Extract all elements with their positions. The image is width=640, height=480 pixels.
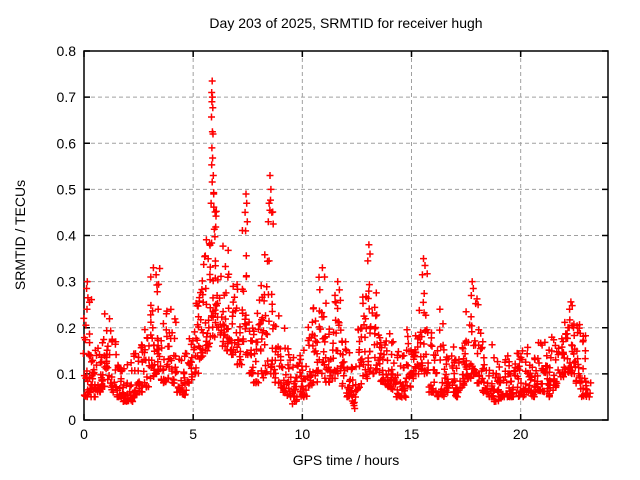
x-axis-title: GPS time / hours — [292, 452, 400, 468]
scatter-points — [79, 77, 595, 412]
y-tick-label: 0.1 — [57, 366, 77, 382]
y-tick-label: 0.2 — [57, 320, 77, 336]
x-tick-label: 5 — [189, 426, 197, 442]
x-tick-label: 20 — [513, 426, 529, 442]
y-tick-label: 0 — [68, 412, 76, 428]
y-tick-label: 0.6 — [57, 135, 77, 151]
chart-title: Day 203 of 2025, SRMTID for receiver hug… — [209, 15, 483, 31]
y-tick-label: 0.7 — [57, 89, 77, 105]
y-tick-label: 0.4 — [57, 228, 77, 244]
x-tick-label: 0 — [80, 426, 88, 442]
x-tick-label: 15 — [404, 426, 420, 442]
y-tick-label: 0.3 — [57, 274, 77, 290]
x-tick-label: 10 — [295, 426, 311, 442]
y-tick-label: 0.5 — [57, 181, 77, 197]
y-tick-label: 0.8 — [57, 43, 77, 59]
